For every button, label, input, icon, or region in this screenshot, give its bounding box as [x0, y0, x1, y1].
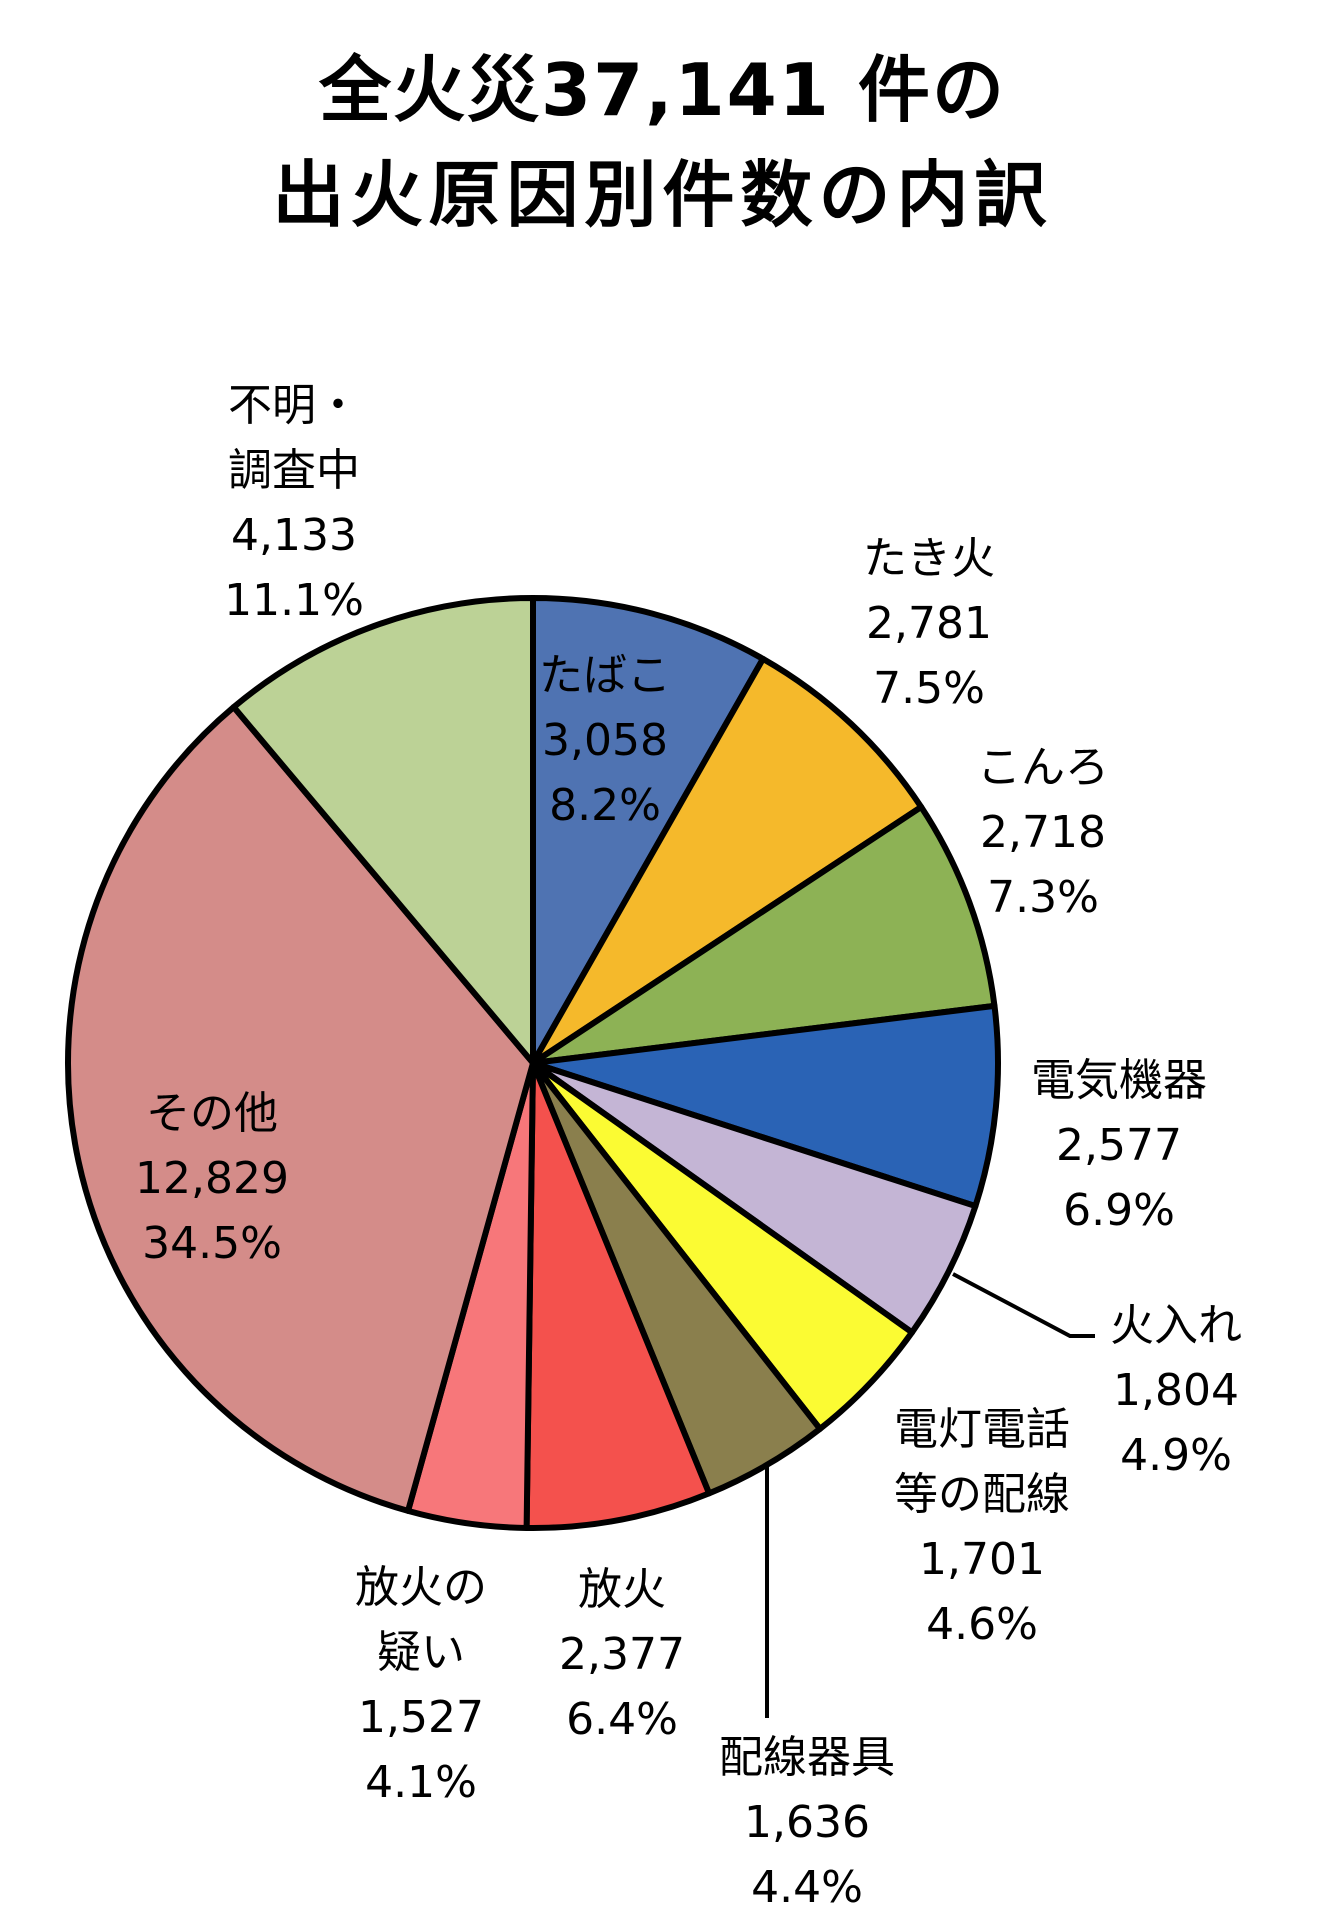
label-konro-count: 2,718: [980, 807, 1106, 858]
label-utagai-percent: 4.1%: [365, 1757, 477, 1808]
label-denki-name: 電気機器: [1031, 1055, 1207, 1106]
label-fumei: 不明・ 調査中 4,133 11.1%: [224, 373, 364, 633]
label-konro-percent: 7.3%: [987, 872, 1099, 923]
label-tabako-percent: 8.2%: [549, 780, 661, 831]
pie-slice: [530, 804, 998, 1066]
pie-slice: [530, 1002, 1001, 1210]
label-utagai: 放火の 疑い 1,527 4.1%: [355, 1555, 487, 1815]
label-takibi-name: たき火: [863, 533, 995, 584]
label-denki-percent: 6.9%: [1063, 1185, 1175, 1236]
label-dento-name1: 電灯電話: [894, 1404, 1070, 1455]
pie-slice: [530, 595, 766, 1066]
label-haisen-percent: 4.4%: [751, 1862, 863, 1913]
label-utagai-name2: 疑い: [377, 1627, 465, 1678]
pie-slice: [65, 704, 536, 1514]
pie-slice: [530, 655, 925, 1066]
label-hiire-count: 1,804: [1113, 1365, 1239, 1416]
label-fumei-count: 4,133: [231, 510, 357, 561]
label-utagai-count: 1,527: [358, 1692, 484, 1743]
label-haisen-name: 配線器具: [719, 1732, 895, 1783]
label-dento-percent: 4.6%: [926, 1599, 1038, 1650]
label-hiire-percent: 4.9%: [1120, 1430, 1232, 1481]
label-fumei-percent: 11.1%: [224, 575, 364, 626]
label-hiire: 火入れ 1,804 4.9%: [1110, 1293, 1242, 1488]
chart-title-line1: 全火災37,141 件の: [319, 48, 1006, 132]
pie-slice: [523, 1060, 713, 1531]
label-dento: 電灯電話 等の配線 1,701 4.6%: [894, 1397, 1070, 1657]
label-dento-name2: 等の配線: [894, 1469, 1070, 1520]
label-sonota-name: その他: [146, 1088, 278, 1139]
pie-slices: [65, 595, 1001, 1531]
label-utagai-name1: 放火の: [355, 1562, 487, 1613]
pie-slice: [230, 595, 536, 1066]
label-fumei-name2: 調査中: [228, 445, 360, 496]
label-haisen-count: 1,636: [744, 1797, 870, 1848]
label-haisen: 配線器具 1,636 4.4%: [719, 1725, 895, 1920]
label-tabako-name: たばこ: [539, 650, 671, 701]
label-sonota-percent: 34.5%: [142, 1218, 282, 1269]
label-konro-name: こんろ: [977, 742, 1109, 793]
label-denki: 電気機器 2,577 6.9%: [1031, 1048, 1207, 1243]
label-dento-count: 1,701: [919, 1534, 1045, 1585]
label-tabako: たばこ 3,058 8.2%: [539, 643, 671, 838]
label-hiire-name: 火入れ: [1110, 1300, 1242, 1351]
label-houka-percent: 6.4%: [566, 1694, 678, 1745]
leader-line-hiire: [952, 1272, 1095, 1338]
label-houka: 放火 2,377 6.4%: [559, 1557, 685, 1752]
label-houka-name: 放火: [578, 1564, 666, 1615]
label-houka-count: 2,377: [559, 1629, 685, 1680]
label-sonota-count: 12,829: [135, 1153, 289, 1204]
label-takibi: たき火 2,781 7.5%: [863, 526, 995, 721]
label-fumei-name1: 不明・: [228, 380, 360, 431]
leader-lines: [765, 1272, 1095, 1718]
label-takibi-percent: 7.5%: [873, 663, 985, 714]
label-takibi-count: 2,781: [866, 598, 992, 649]
label-denki-count: 2,577: [1056, 1120, 1182, 1171]
chart-title-line2: 出火原因別件数の内訳: [272, 153, 1053, 237]
label-konro: こんろ 2,718 7.3%: [977, 735, 1109, 930]
label-sonota: その他 12,829 34.5%: [135, 1081, 289, 1276]
label-tabako-count: 3,058: [542, 715, 668, 766]
